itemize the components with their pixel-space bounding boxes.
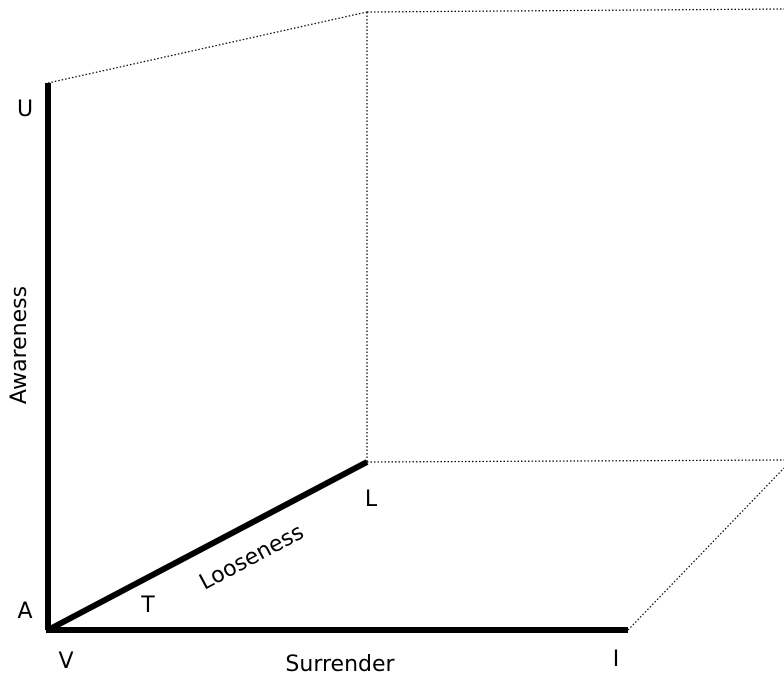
point-label: A (17, 599, 32, 624)
point-label: U (17, 97, 33, 122)
edge (47, 11, 368, 84)
axis-label: Looseness (195, 520, 308, 596)
axis-label: Surrender (285, 652, 395, 677)
point-label: V (58, 649, 73, 674)
edge (627, 467, 784, 631)
point-label: I (613, 647, 620, 672)
looseness-axis (46, 459, 369, 633)
edge (366, 459, 784, 463)
point-label: T (140, 593, 155, 618)
axis-label: Awareness (7, 286, 32, 404)
point-label: L (365, 487, 378, 512)
edge (366, 8, 784, 13)
